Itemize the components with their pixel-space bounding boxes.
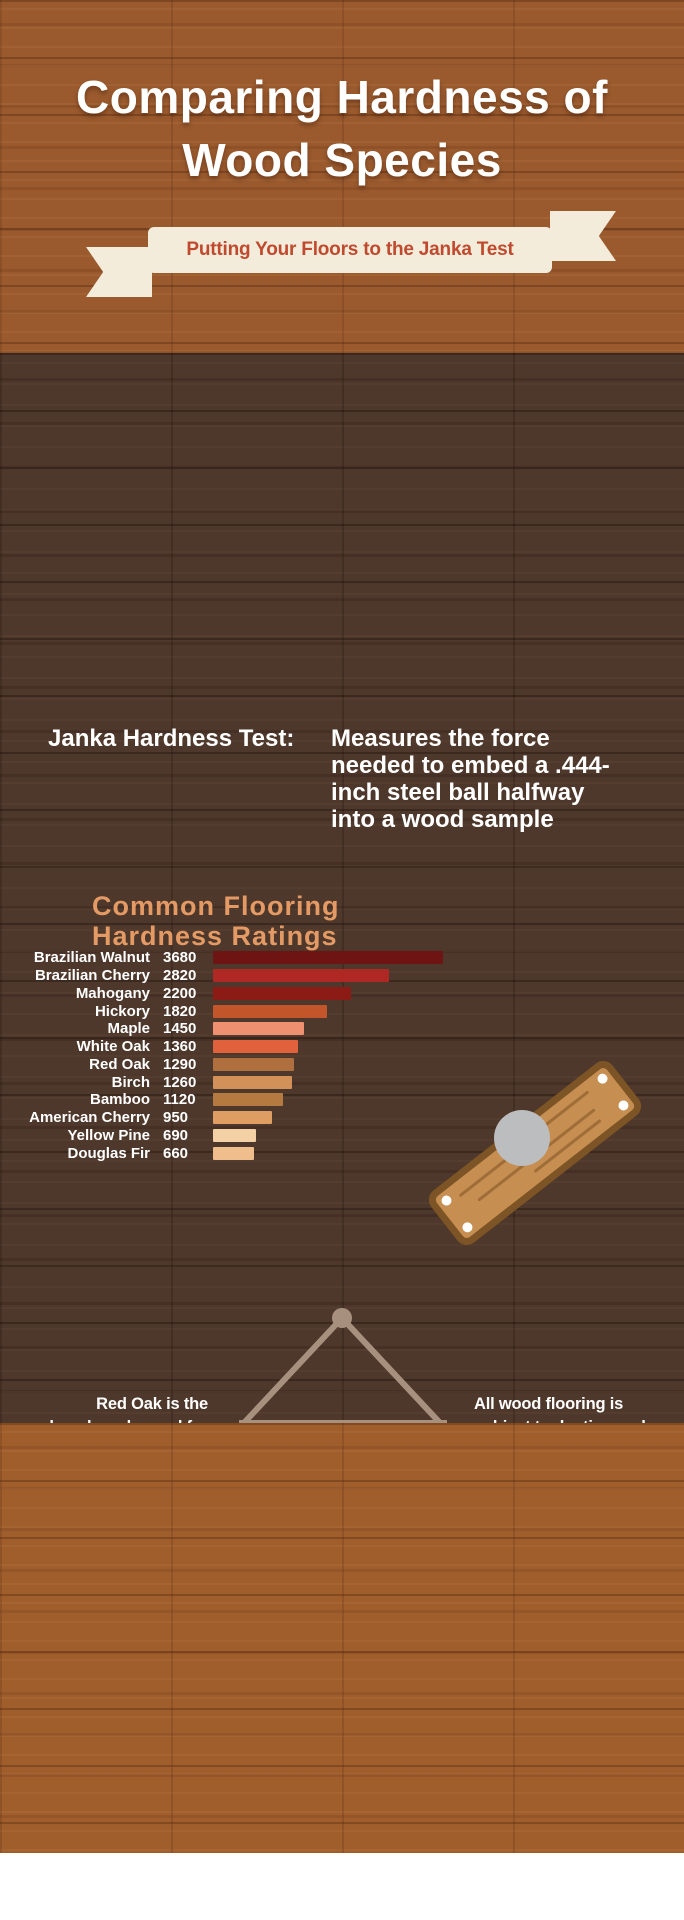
footer-section: powered by Piktochart make information b…: [0, 1853, 684, 1920]
header-section: Comparing Hardness of Wood Species Putti…: [0, 0, 684, 353]
chart-value-label: 690: [163, 1126, 189, 1144]
chart-value-label: 1360: [163, 1038, 197, 1056]
page-title: Comparing Hardness of Wood Species: [76, 71, 608, 186]
chart-bar: [213, 1111, 272, 1125]
chart-value-label: 3680: [163, 949, 197, 967]
chart-bar: [213, 1040, 298, 1054]
chart-title: Common Flooring Hardness Ratings: [92, 891, 340, 951]
steel-ball-icon: [494, 1110, 550, 1166]
main-section: Janka Hardness Test: Measures the force …: [0, 353, 684, 1756]
plank-nail-dot: [460, 1220, 475, 1235]
chart-value-label: 660: [163, 1144, 189, 1162]
chart-row: Hickory 1820: [0, 1002, 684, 1020]
chart-category-label: American Cherry: [29, 1109, 150, 1127]
chart-bar: [213, 1057, 294, 1071]
chart-bar: [213, 1075, 292, 1089]
chart-category-label: Brazilian Cherry: [34, 967, 150, 985]
chart-value-label: 1820: [163, 1002, 197, 1020]
chart-value-label: 2200: [163, 984, 197, 1002]
chart-bar: [213, 951, 443, 965]
chart-bar: [213, 1128, 256, 1142]
chart-row: Brazilian Walnut 3680: [0, 949, 684, 967]
chart-value-label: 1120: [163, 1091, 196, 1109]
chart-category-label: Brazilian Walnut: [33, 949, 150, 967]
chart-row: Bamboo 1120: [0, 1091, 684, 1109]
chart-row: Douglas Fir 660: [0, 1144, 684, 1162]
chart-bar: [213, 1022, 304, 1036]
ribbon-subtitle: Putting Your Floors to the Janka Test: [186, 239, 514, 260]
chart-category-label: Douglas Fir: [67, 1144, 150, 1162]
plank-nail-dot: [616, 1098, 631, 1113]
chart-bar: [213, 969, 389, 983]
chart-category-label: Bamboo: [90, 1091, 150, 1109]
chart-category-label: Hickory: [94, 1002, 150, 1020]
plank-nail-dot: [595, 1071, 610, 1086]
chart-bar: [213, 1093, 283, 1107]
chart-row: Birch 1260: [0, 1073, 684, 1091]
definition-text: Measures the force needed to embed a .44…: [331, 725, 610, 833]
ribbon-tail-right-icon: [550, 211, 616, 261]
chart-value-label: 950: [163, 1109, 189, 1127]
definition-label: Janka Hardness Test:: [48, 725, 295, 752]
chart-row: Mahogany 2200: [0, 985, 684, 1003]
sign-rope-icon: [239, 1308, 445, 1426]
chart-row: Yellow Pine 690: [0, 1127, 684, 1145]
chart-row: Maple 1450: [0, 1020, 684, 1038]
chart-category-label: White Oak: [76, 1038, 150, 1056]
hardness-bar-chart: Brazilian Walnut 3680 Brazilian Cherry 2820…: [0, 949, 684, 1162]
ribbon-tail-left-icon: [86, 247, 152, 297]
chart-value-label: 1260: [163, 1073, 197, 1091]
chart-bar: [213, 1004, 327, 1018]
chart-bar: [213, 1146, 254, 1160]
chart-category-label: Yellow Pine: [67, 1126, 150, 1144]
chart-row: Brazilian Cherry 2820: [0, 967, 684, 985]
plank-nail-dot: [439, 1193, 454, 1208]
ribbon-banner: Putting Your Floors to the Janka Test: [148, 227, 552, 273]
chart-value-label: 1450: [163, 1020, 197, 1038]
chart-bar: [213, 986, 351, 1000]
chart-category-label: Birch: [111, 1073, 150, 1091]
provider-section: Infographic Provided by: Floor Coverings…: [0, 1423, 684, 1853]
chart-category-label: Mahogany: [75, 984, 150, 1002]
chart-value-label: 2820: [163, 967, 197, 985]
chart-row: White Oak 1360: [0, 1038, 684, 1056]
chart-value-label: 1290: [163, 1055, 197, 1073]
chart-category-label: Maple: [107, 1020, 150, 1038]
chart-row: Red Oak 1290: [0, 1056, 684, 1074]
chart-category-label: Red Oak: [89, 1055, 150, 1073]
chart-row: American Cherry 950: [0, 1109, 684, 1127]
